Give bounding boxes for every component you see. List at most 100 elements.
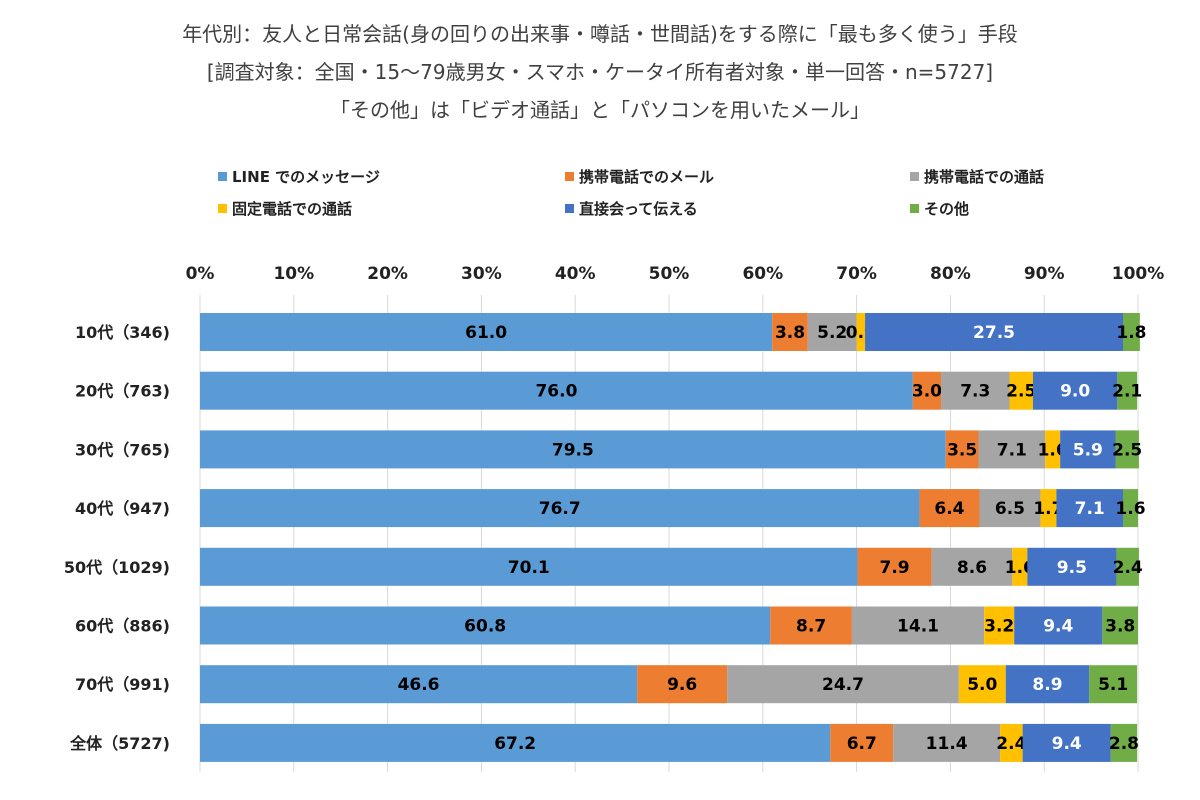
bar-segment: [931, 547, 1013, 586]
x-tick-label: 30%: [461, 264, 502, 284]
bar-segment: [830, 723, 894, 762]
bar-segment: [1040, 489, 1057, 528]
bar-segment: [1056, 489, 1123, 528]
data-label: 6.7: [847, 734, 877, 754]
data-label: 3.8: [1105, 617, 1135, 637]
data-label: 27.5: [973, 323, 1015, 343]
bar-segment: [912, 371, 942, 410]
legend-swatch: [218, 204, 227, 213]
bar-segment: [1122, 489, 1138, 528]
bar-segment: [856, 313, 866, 351]
data-label: 46.6: [398, 675, 440, 695]
category-label: 20代（763): [75, 382, 170, 401]
bar-segment: [200, 430, 946, 469]
data-label: 6.4: [934, 499, 964, 519]
bar-segment: [807, 313, 857, 351]
data-label: 24.7: [822, 675, 864, 695]
bar-segment: [1027, 547, 1117, 586]
bar-segment: [1014, 606, 1103, 645]
bar-segment: [1045, 430, 1061, 469]
bar-segment: [727, 665, 959, 704]
category-label: 70代（991): [75, 675, 170, 694]
bar-segment: [200, 665, 638, 704]
chart-subtitle: [調査対象：全国・15～79歳男女・スマホ・ケータイ所有者対象・単一回答・n=5…: [206, 60, 994, 84]
data-label: 5.0: [967, 675, 997, 695]
data-label: 8.9: [1032, 675, 1062, 695]
bar-segment: [772, 313, 808, 351]
bar-segment: [1122, 313, 1140, 351]
data-label: 9.5: [1057, 558, 1087, 578]
legend-label: 直接会って伝える: [579, 200, 698, 218]
bar-segment: [1060, 430, 1116, 469]
x-tick-label: 40%: [555, 264, 596, 284]
data-label: 70.1: [508, 558, 550, 578]
data-label: 76.0: [535, 382, 577, 402]
bar-segment: [978, 430, 1046, 469]
bar-segment: [984, 606, 1015, 645]
bar-segment: [1110, 723, 1138, 762]
chart-note: 「その他」は「ビデオ通話」と「パソコンを用いたメール」: [330, 98, 870, 122]
data-label: 79.5: [552, 440, 594, 460]
x-tick-label: 50%: [649, 264, 690, 284]
bar-segment: [1032, 371, 1118, 410]
bar-segment: [200, 313, 773, 351]
bar-segment: [1009, 371, 1033, 410]
x-tick-label: 90%: [1024, 264, 1065, 284]
bar-segment: [1022, 723, 1111, 762]
data-label: 3.8: [775, 323, 805, 343]
bar-segment: [200, 606, 771, 645]
legend-swatch: [565, 204, 574, 213]
data-label: 2.5: [1112, 440, 1142, 460]
data-label: 3.2: [984, 617, 1014, 637]
data-label: 67.2: [494, 734, 536, 754]
data-label: 11.4: [926, 734, 968, 754]
data-label: 14.1: [897, 617, 939, 637]
data-label: 60.8: [464, 617, 506, 637]
data-label: 8.6: [957, 558, 987, 578]
data-label: 5.9: [1073, 440, 1103, 460]
bar-segment: [1115, 430, 1139, 469]
x-tick-label: 80%: [930, 264, 971, 284]
data-label: 7.1: [1075, 499, 1105, 519]
data-label: 1.8: [1116, 323, 1146, 343]
data-label: 1.7: [1033, 499, 1063, 519]
legend-swatch: [218, 172, 227, 181]
x-tick-label: 20%: [367, 264, 408, 284]
category-label: 50代（1029): [64, 558, 170, 577]
legend-swatch: [565, 172, 574, 181]
data-label: 8.7: [796, 617, 826, 637]
data-label: 2.5: [1006, 382, 1036, 402]
x-tick-label: 60%: [742, 264, 783, 284]
chart-title: 年代別：友人と日常会話(身の回りの出来事・噂話・世間話)をする際に「最も多く使う…: [182, 22, 1018, 46]
bar-segment: [941, 371, 1010, 410]
bar-segment: [1102, 606, 1138, 645]
bar-segment: [1000, 723, 1023, 762]
category-label: 60代（886): [75, 617, 170, 636]
legend-swatch: [910, 204, 919, 213]
bar-segment: [857, 547, 932, 586]
data-label: 9.6: [667, 675, 697, 695]
data-label: 9.4: [1043, 617, 1073, 637]
bar-segment: [1117, 371, 1138, 410]
x-tick-label: 100%: [1112, 264, 1165, 284]
data-label: 61.0: [465, 323, 507, 343]
x-tick-label: 0%: [186, 264, 215, 284]
data-label: 6.5: [995, 499, 1025, 519]
data-label: 3.5: [947, 440, 977, 460]
x-tick-label: 10%: [273, 264, 314, 284]
x-tick-label: 70%: [836, 264, 877, 284]
bar-segment: [200, 489, 920, 528]
data-label: 76.7: [539, 499, 581, 519]
bar-segment: [1089, 665, 1138, 704]
data-label: 1.6: [1115, 499, 1145, 519]
category-label: 全体（5727): [69, 734, 170, 753]
bar-segment: [1005, 665, 1090, 704]
legend-label: その他: [924, 200, 969, 218]
category-label: 10代（346): [75, 323, 170, 342]
data-label: 5.1: [1098, 675, 1128, 695]
bar-segment: [200, 547, 858, 586]
legend-label: 携帯電話での通話: [924, 168, 1044, 186]
data-label: 7.1: [997, 440, 1027, 460]
data-label: 9.4: [1052, 734, 1082, 754]
